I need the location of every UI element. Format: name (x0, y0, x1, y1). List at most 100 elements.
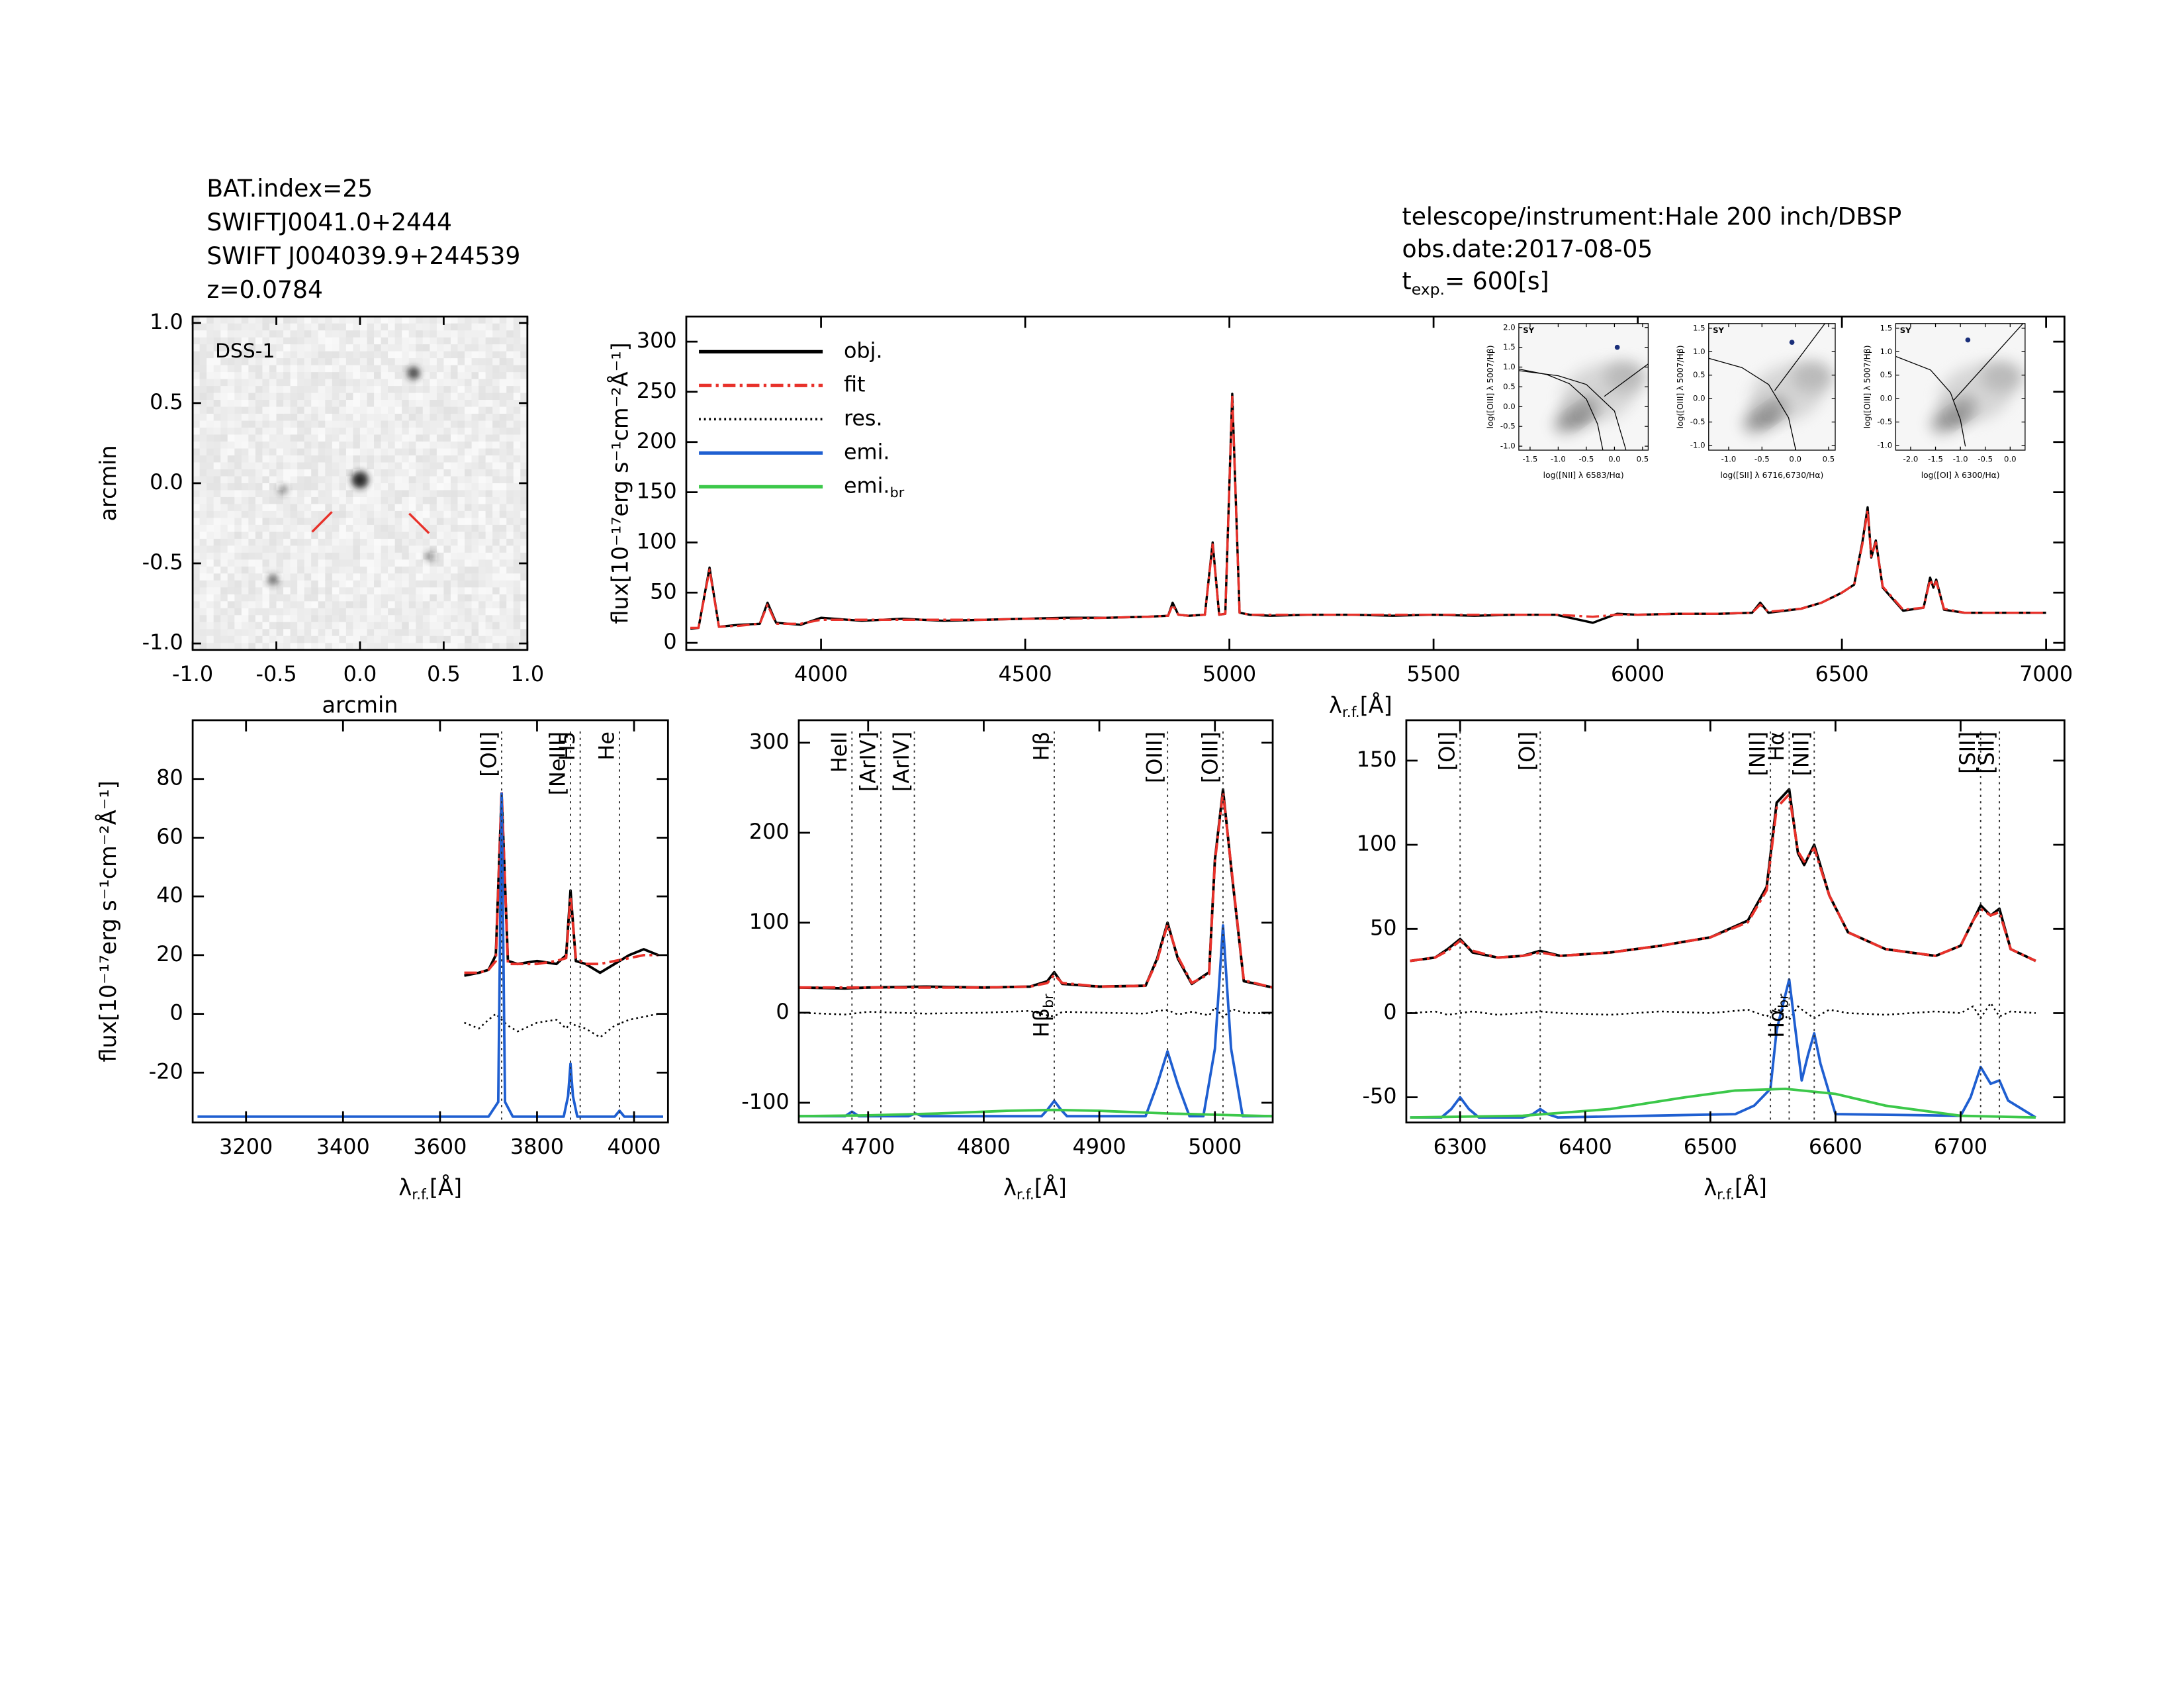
image-pixel (402, 629, 410, 637)
image-pixel (227, 337, 235, 345)
image-pixel (492, 496, 500, 505)
image-pixel (436, 476, 445, 484)
image-pixel (318, 420, 326, 428)
image-pixel (465, 469, 473, 477)
image-pixel (304, 372, 312, 380)
image-pixel (297, 358, 305, 366)
image-pixel (255, 559, 263, 567)
image-pixel (241, 566, 250, 574)
image-pixel (450, 400, 459, 408)
image-pixel (485, 330, 493, 338)
image-pixel (332, 330, 340, 338)
image-pixel (422, 330, 430, 338)
image-pixel (199, 559, 207, 567)
line-label: [NeIII] (545, 731, 570, 795)
image-pixel (276, 532, 284, 539)
image-pixel (506, 629, 514, 637)
image-pixel (311, 386, 319, 394)
image-pixel (234, 420, 242, 428)
image-pixel (513, 455, 521, 463)
image-pixel (234, 608, 242, 616)
x-axis-label-part: [Å] (1034, 1174, 1067, 1200)
image-pixel (513, 420, 521, 428)
image-pixel (436, 330, 445, 338)
image-pixel (471, 476, 479, 484)
image-pixel (492, 629, 500, 637)
image-pixel (367, 608, 375, 616)
image-pixel (450, 552, 459, 561)
image-pixel (394, 393, 402, 400)
image-pixel (262, 420, 270, 428)
image-pixel (353, 635, 361, 643)
image-pixel (220, 448, 228, 456)
image-pixel (471, 323, 479, 331)
image-pixel (339, 496, 347, 505)
image-pixel (325, 490, 333, 498)
image-pixel (234, 337, 242, 345)
image-pixel (492, 524, 500, 533)
image-pixel (422, 455, 430, 463)
image-pixel (332, 510, 340, 519)
image-pixel (388, 622, 396, 630)
image-pixel (262, 448, 270, 456)
image-pixel (193, 524, 201, 533)
image-pixel (276, 358, 284, 366)
image-pixel (345, 532, 354, 539)
image-pixel (422, 406, 430, 414)
image-pixel (345, 406, 354, 414)
image-pixel (283, 490, 291, 498)
image-pixel (485, 566, 493, 574)
image-pixel (436, 594, 445, 602)
image-pixel (471, 643, 479, 651)
image-pixel (304, 573, 312, 581)
image-pixel (276, 434, 284, 442)
y-tick-label: 1.0 (1880, 347, 1893, 356)
image-pixel (213, 455, 221, 463)
image-pixel (297, 344, 305, 352)
image-pixel (506, 635, 514, 643)
image-pixel (513, 393, 521, 400)
x-tick-label: 4000 (794, 661, 848, 686)
image-pixel (457, 448, 465, 456)
class-label: SY (1900, 326, 1911, 335)
image-pixel (193, 615, 201, 623)
image-pixel (416, 566, 424, 574)
image-pixel (492, 608, 500, 616)
image-pixel (465, 524, 473, 533)
image-pixel (311, 538, 319, 547)
image-pixel (297, 608, 305, 616)
image-pixel (332, 496, 340, 505)
image-pixel (499, 587, 507, 595)
image-pixel (465, 615, 473, 623)
image-pixel (436, 448, 445, 456)
image-pixel (457, 337, 465, 345)
image-pixel (513, 406, 521, 414)
image-pixel (262, 559, 270, 567)
image-pixel (450, 414, 459, 422)
image-pixel (262, 476, 270, 484)
image-pixel (283, 330, 291, 338)
image-pixel (394, 601, 402, 609)
image-pixel (255, 510, 263, 519)
image-pixel (193, 414, 201, 422)
image-pixel (193, 518, 201, 526)
image-pixel (332, 379, 340, 387)
image-pixel (430, 420, 437, 428)
image-pixel (199, 434, 207, 442)
image-pixel (241, 462, 250, 470)
image-pixel (339, 559, 347, 567)
image-pixel (374, 316, 382, 324)
image-pixel (408, 552, 416, 561)
image-pixel (304, 344, 312, 352)
image-pixel (283, 428, 291, 436)
image-pixel (304, 518, 312, 526)
image-pixel (227, 490, 235, 498)
image-pixel (374, 414, 382, 422)
image-pixel (457, 524, 465, 533)
image-pixel (297, 504, 305, 512)
image-pixel (408, 351, 416, 359)
image-pixel (241, 330, 250, 338)
image-pixel (388, 448, 396, 456)
image-pixel (345, 414, 354, 422)
image-pixel (485, 601, 493, 609)
